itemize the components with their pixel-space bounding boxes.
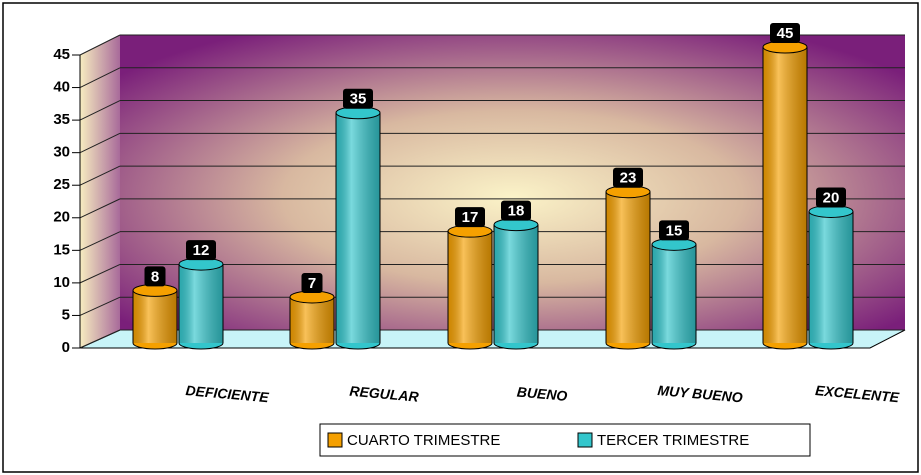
bar-group: 12 (178, 240, 224, 350)
value-label-box (144, 266, 166, 287)
bar-outline (762, 47, 808, 343)
y-tick-label: 15 (53, 241, 70, 258)
grid-line (79, 231, 121, 251)
bar-group: 7 (289, 272, 335, 350)
grid-line (79, 132, 121, 154)
bar-shade (179, 264, 223, 343)
value-label: 7 (308, 275, 316, 292)
bar-outline (605, 191, 651, 343)
value-label-box (816, 187, 846, 208)
bar-shade (336, 112, 380, 344)
y-tick-label: 0 (62, 339, 70, 356)
value-label-box (659, 220, 689, 241)
value-label-box (613, 167, 643, 188)
value-label: 23 (620, 170, 637, 187)
value-label-box (343, 88, 373, 109)
grid-line (79, 165, 121, 186)
legend-swatch (327, 432, 343, 448)
bar-shade (606, 191, 650, 343)
bar-outline (178, 264, 224, 343)
y-tick-label: 5 (62, 306, 70, 323)
bar-shade (763, 47, 807, 343)
bar-group: 35 (335, 88, 381, 350)
bar-outline (335, 112, 381, 343)
grid-line (79, 296, 121, 316)
value-label-box (455, 207, 485, 228)
value-label: 45 (777, 25, 794, 42)
y-tick-label: 40 (53, 79, 70, 96)
bar-outline (132, 290, 178, 343)
bar-group: 17 (447, 207, 493, 350)
x-tick-label: REGULAR (349, 383, 420, 405)
grid-line (79, 329, 121, 349)
bar-outline (447, 231, 493, 343)
value-label: 20 (823, 189, 840, 206)
grid-line (79, 67, 121, 89)
legend (319, 423, 811, 457)
value-label-box (186, 240, 216, 261)
bar-outline (289, 296, 335, 343)
value-label-box (301, 272, 323, 293)
value-label: 12 (193, 242, 210, 259)
legend-swatch (577, 432, 593, 448)
legend-label: CUARTO TRIMESTRE (347, 432, 500, 449)
value-label-box (501, 200, 531, 221)
bar-shade (448, 231, 492, 343)
y-tick-label: 10 (53, 274, 70, 291)
y-tick-label: 45 (53, 46, 70, 63)
legend-label: TERCER TRIMESTRE (597, 432, 749, 449)
value-label: 8 (151, 268, 159, 285)
bar-outline (808, 211, 854, 343)
bar-outline (493, 224, 539, 343)
value-label: 18 (508, 203, 525, 220)
y-tick-label: 30 (53, 144, 70, 161)
bar-shade (290, 296, 334, 343)
value-label: 15 (666, 222, 683, 239)
bar-group: 23 (605, 167, 651, 350)
bar-group: 45 (762, 23, 808, 350)
grid-line (79, 263, 121, 284)
grid-line (79, 198, 121, 219)
bar-shade (494, 224, 538, 343)
y-tick-label: 25 (53, 176, 70, 193)
bar-group: 18 (493, 200, 539, 350)
value-label: 35 (350, 91, 367, 108)
x-tick-label: BUENO (516, 384, 568, 404)
x-tick-label: DEFICIENTE (185, 382, 270, 405)
bar-shade (809, 211, 853, 343)
value-label: 17 (462, 209, 479, 226)
back-wall (120, 35, 905, 330)
bar-shade (133, 290, 177, 343)
bar-outline (651, 244, 697, 343)
bar-group: 15 (651, 220, 697, 350)
bar-group: 8 (132, 266, 178, 350)
x-tick-label: EXCELENTE (815, 382, 901, 405)
grid-line (79, 34, 121, 56)
grid-line (79, 100, 121, 121)
value-label-box (770, 23, 800, 43)
bar-group: 20 (808, 187, 854, 350)
y-tick-label: 20 (53, 209, 70, 226)
y-tick-label: 35 (53, 111, 70, 128)
bar-shade (652, 244, 696, 343)
side-wall (80, 35, 120, 348)
x-tick-label: MUY BUENO (657, 382, 743, 405)
